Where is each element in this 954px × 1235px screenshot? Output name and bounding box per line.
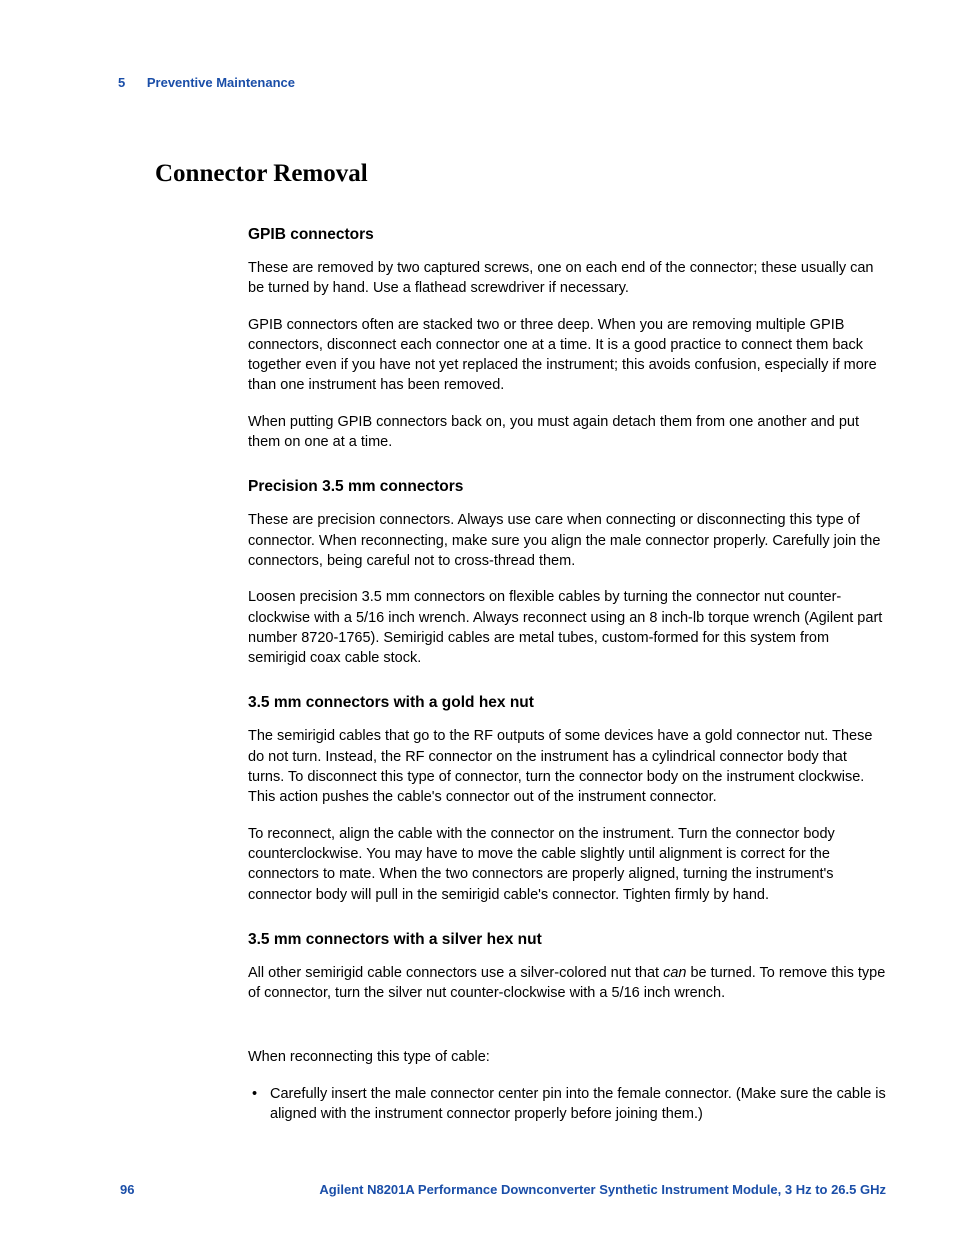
page-footer: 96 Agilent N8201A Performance Downconver… — [120, 1182, 886, 1197]
bullet-list: Carefully insert the male connector cent… — [248, 1084, 886, 1125]
paragraph: The semirigid cables that go to the RF o… — [248, 726, 886, 807]
paragraph: All other semirigid cable connectors use… — [248, 963, 886, 1004]
paragraph: These are removed by two captured screws… — [248, 258, 886, 299]
spacer — [248, 1019, 886, 1047]
paragraph: GPIB connectors often are stacked two or… — [248, 315, 886, 396]
list-item: Carefully insert the male connector cent… — [248, 1084, 886, 1125]
subheading-precision: Precision 3.5 mm connectors — [248, 478, 886, 496]
paragraph: When reconnecting this type of cable: — [248, 1047, 886, 1067]
paragraph: Loosen precision 3.5 mm connectors on fl… — [248, 587, 886, 668]
chapter-title: Preventive Maintenance — [147, 75, 295, 90]
paragraph: To reconnect, align the cable with the c… — [248, 824, 886, 905]
document-title: Agilent N8201A Performance Downconverter… — [319, 1182, 886, 1197]
page: 5 Preventive Maintenance Connector Remov… — [0, 0, 954, 1235]
content-body: GPIB connectors These are removed by two… — [248, 226, 886, 1124]
running-header: 5 Preventive Maintenance — [118, 75, 886, 90]
page-number: 96 — [120, 1182, 134, 1197]
subheading-silver: 3.5 mm connectors with a silver hex nut — [248, 931, 886, 949]
paragraph: These are precision connectors. Always u… — [248, 510, 886, 571]
paragraph: When putting GPIB connectors back on, yo… — [248, 412, 886, 453]
subheading-gold: 3.5 mm connectors with a gold hex nut — [248, 694, 886, 712]
chapter-number: 5 — [118, 75, 125, 90]
text-run: All other semirigid cable connectors use… — [248, 965, 663, 981]
subheading-gpib: GPIB connectors — [248, 226, 886, 244]
section-title: Connector Removal — [155, 160, 886, 188]
emphasis: can — [663, 965, 686, 981]
